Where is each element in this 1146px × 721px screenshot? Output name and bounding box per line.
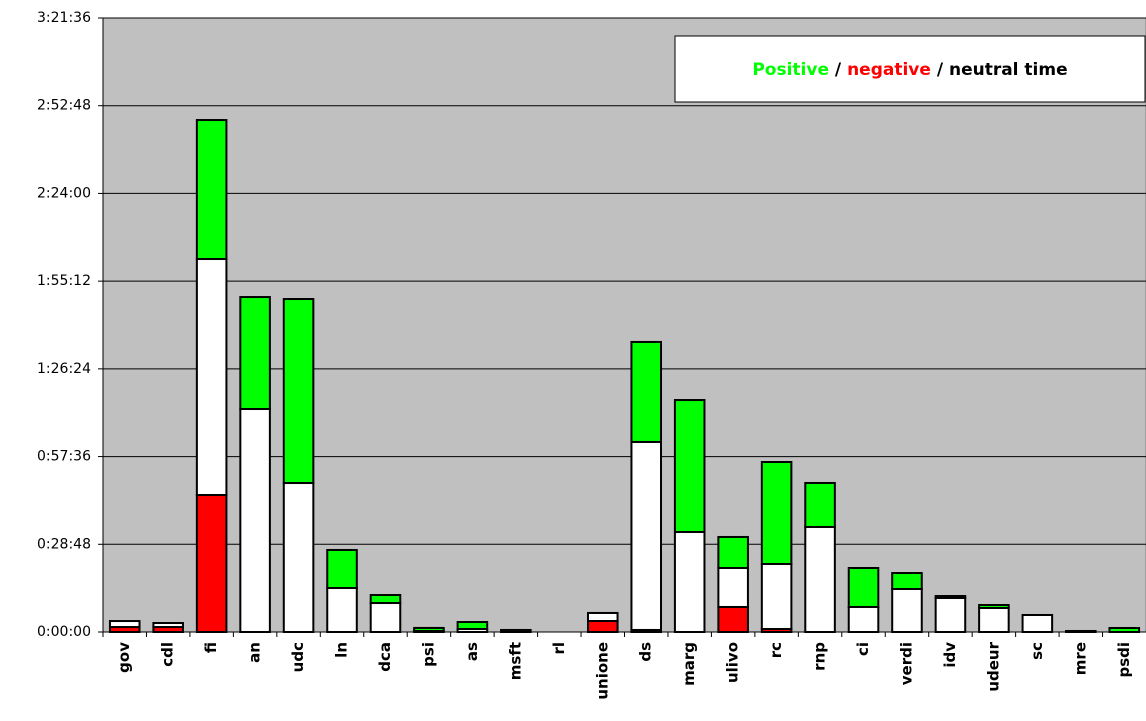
bar-segment	[195, 258, 228, 496]
bar-segment	[804, 525, 836, 634]
bar-segment	[717, 535, 749, 569]
x-tick-label: ds	[637, 642, 655, 662]
bar-segment	[978, 603, 1010, 609]
bar-segment	[630, 340, 663, 443]
x-tick-label: rl	[550, 642, 568, 655]
bar-segment	[673, 399, 706, 534]
x-tick-label: unione	[593, 642, 611, 700]
bar-segment	[239, 408, 271, 633]
x-tick-label: ln	[333, 642, 351, 658]
legend-entry: neutral time	[949, 60, 1068, 80]
plot-area	[102, 17, 1146, 633]
bar-segment	[195, 119, 228, 261]
bar-segment	[108, 620, 141, 629]
x-tick-label: sc	[1028, 642, 1046, 660]
bar-segment	[195, 493, 228, 633]
bar-segment	[326, 548, 358, 589]
bar-segment	[934, 596, 967, 634]
bar-segment	[934, 595, 967, 599]
x-tick-label: dca	[376, 642, 394, 672]
bar-segment	[282, 482, 315, 634]
bar-segment	[630, 440, 663, 631]
x-tick-label: as	[463, 642, 481, 661]
bar-segment	[847, 566, 880, 608]
y-tick-label: 0:00:00	[37, 624, 91, 640]
x-tick-label: psdi	[1115, 642, 1133, 678]
bar-segment	[804, 481, 836, 528]
y-tick-label: 2:52:48	[37, 98, 91, 114]
y-tick-label: 0:28:48	[37, 536, 91, 552]
x-tick-label: psi	[419, 642, 437, 667]
x-tick-label: idv	[941, 642, 959, 668]
legend-box	[674, 35, 1146, 103]
legend-entry: Positive	[752, 60, 829, 80]
bar-segment	[891, 588, 923, 634]
bar-segment	[847, 605, 880, 634]
bar-segment	[891, 572, 923, 591]
y-tick-label: 2:24:00	[37, 185, 91, 201]
bar-segment	[500, 628, 532, 634]
legend: Positive / negative / neutral time	[752, 60, 1067, 80]
x-tick-label: ci	[854, 642, 872, 656]
bar-segment	[239, 296, 271, 411]
x-tick-label: rnp	[811, 642, 829, 671]
x-tick-label: marg	[680, 642, 698, 686]
bar-segment	[586, 611, 619, 622]
bar-segment	[1021, 613, 1054, 633]
bar-segment	[413, 626, 445, 632]
bar-segment	[152, 622, 184, 629]
legend-separator: /	[835, 60, 842, 80]
y-tick-label: 3:21:36	[37, 10, 91, 26]
bar-segment	[717, 566, 749, 608]
bar-segment	[760, 562, 793, 631]
y-tick-label: 0:57:36	[37, 449, 91, 465]
bar-segment	[717, 605, 749, 634]
bar-segment	[586, 619, 619, 633]
bar-segment	[673, 531, 706, 633]
legend-separator: /	[937, 60, 944, 80]
bar-segment	[1108, 626, 1141, 634]
x-tick-label: an	[246, 642, 264, 663]
bar-segment	[369, 593, 402, 605]
bar-segment	[282, 298, 315, 485]
x-tick-label: udeur	[984, 641, 1002, 691]
legend-entry: negative	[847, 60, 931, 80]
bar-segment	[456, 621, 489, 631]
bar-segment	[369, 602, 402, 633]
x-tick-label: cdl	[159, 642, 177, 667]
y-tick-label: 1:55:12	[37, 273, 91, 289]
bar-segment	[1065, 629, 1097, 634]
x-tick-label: ulivo	[724, 642, 742, 683]
y-tick-label: 1:26:24	[37, 361, 91, 377]
x-tick-label: verdi	[897, 642, 915, 685]
x-tick-label: udc	[289, 642, 307, 672]
bar-segment	[978, 606, 1010, 633]
x-tick-label: rc	[767, 642, 785, 658]
bar-segment	[326, 586, 358, 634]
bar-segment	[760, 461, 793, 565]
x-tick-label: gov	[115, 642, 133, 673]
x-tick-label: fi	[202, 642, 220, 653]
x-tick-label: msft	[506, 642, 524, 680]
x-tick-label: mre	[1071, 642, 1089, 675]
